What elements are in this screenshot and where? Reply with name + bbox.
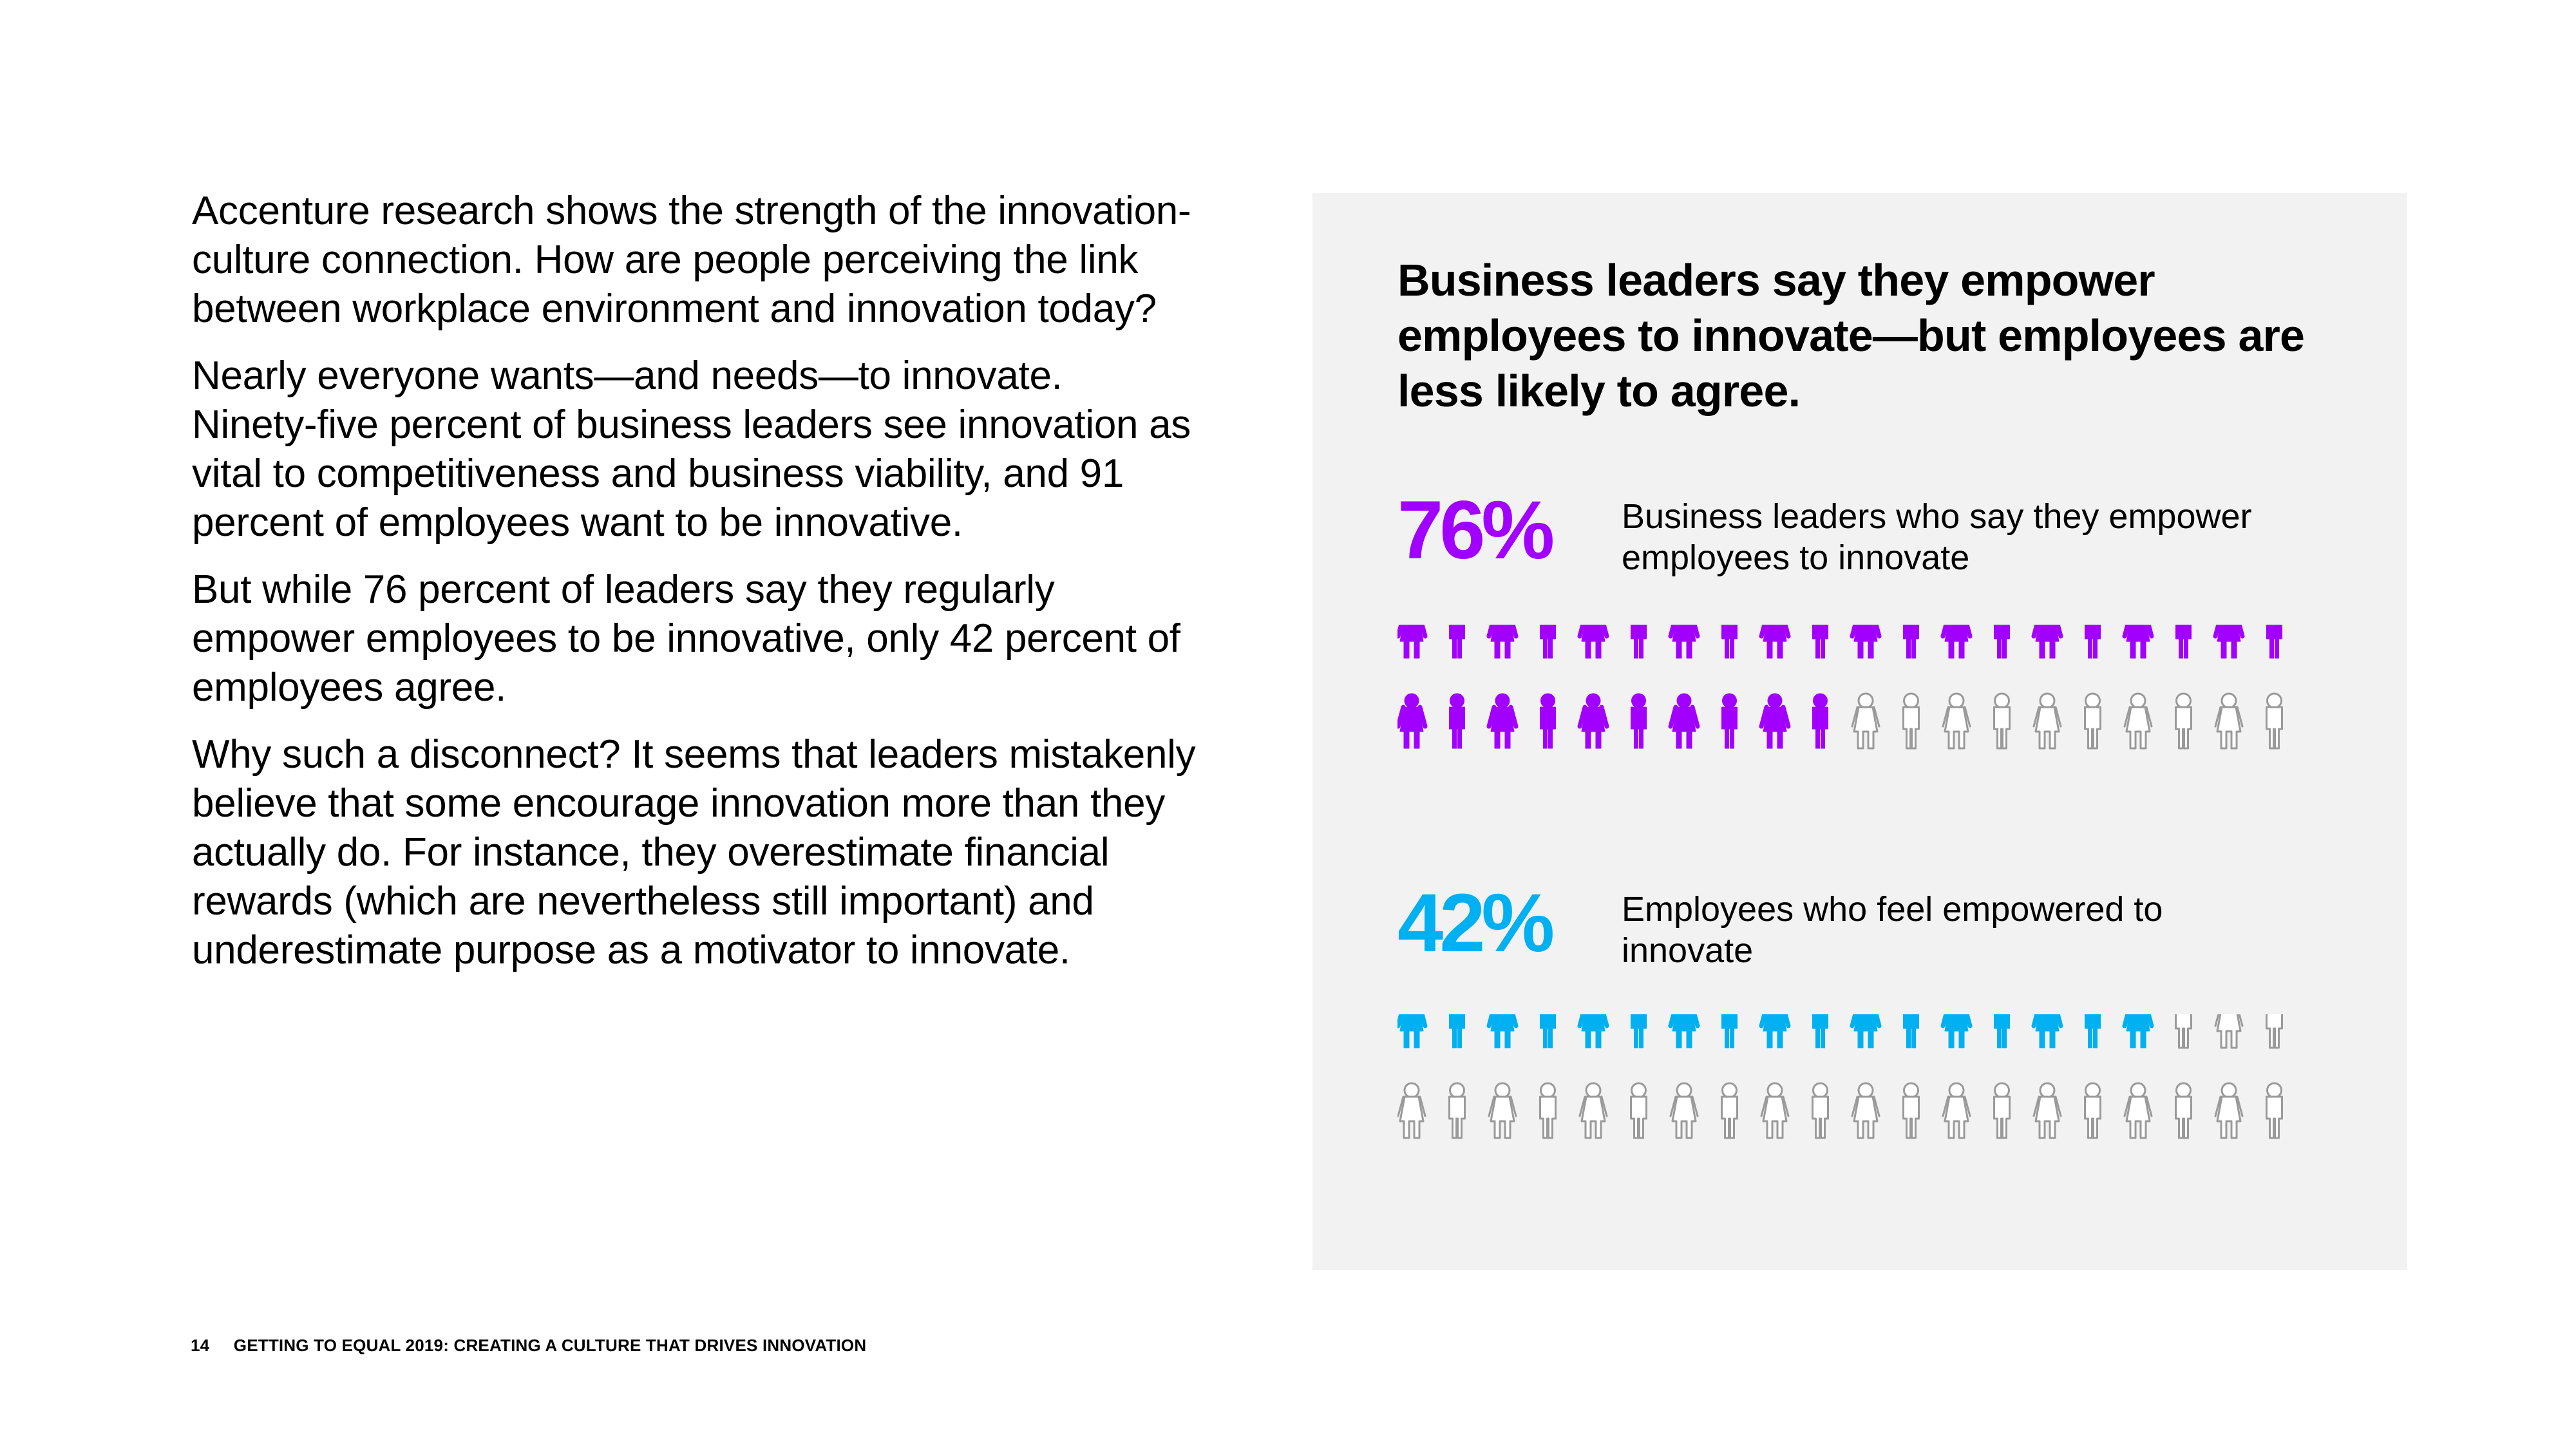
person-icon	[1631, 1014, 1647, 1048]
person-icon	[1851, 692, 1880, 750]
person-icon	[1449, 625, 1465, 659]
person-icon	[1902, 1082, 1920, 1139]
person-icon	[1940, 625, 1973, 659]
body-paragraph: Accenture research shows the strength of…	[192, 189, 1191, 331]
body-paragraph: But while 76 percent of leaders say they…	[192, 567, 1180, 710]
person-icon	[2214, 1014, 2244, 1049]
footer-title: GETTING TO EQUAL 2019: CREATING A CULTUR…	[233, 1336, 867, 1355]
stat-percent: 42%	[1397, 877, 1555, 969]
person-icon	[1940, 1014, 1973, 1048]
body-paragraph: Why such a disconnect? It seems that lea…	[192, 732, 1196, 972]
body-text: Accenture research shows the strength of…	[192, 187, 1197, 993]
person-icon	[1669, 1082, 1699, 1139]
person-icon	[1486, 1014, 1519, 1048]
person-icon	[1759, 693, 1791, 749]
person-icon	[1630, 1082, 1647, 1139]
person-icon	[2266, 625, 2282, 659]
person-icon	[1759, 1014, 1791, 1048]
person-icon	[1760, 1082, 1790, 1139]
person-icon	[2031, 1014, 2063, 1048]
person-icon	[1812, 625, 1828, 659]
icon-grid-leaders	[1397, 625, 2283, 750]
person-icon	[1578, 1082, 1608, 1139]
person-icon	[2214, 692, 2244, 750]
person-icon	[1850, 1014, 1882, 1048]
person-icon	[1631, 693, 1647, 749]
person-icon	[1721, 1014, 1738, 1048]
person-icon	[1903, 625, 1919, 659]
person-icon	[1993, 692, 2011, 750]
person-icon	[1577, 1014, 1609, 1048]
person-icon	[1577, 625, 1609, 659]
person-icon	[2084, 1082, 2101, 1139]
person-icon	[1721, 693, 1738, 749]
person-icon	[2084, 692, 2101, 750]
person-icon	[2122, 1014, 2154, 1048]
person-icon	[2175, 1082, 2192, 1139]
person-icon	[1850, 625, 1882, 659]
person-icon	[2032, 1082, 2062, 1139]
person-icon	[2123, 1082, 2153, 1139]
person-icon	[2122, 625, 2154, 659]
person-icon	[1721, 1082, 1738, 1139]
person-icon	[1902, 692, 1920, 750]
person-icon	[1903, 1014, 1919, 1048]
person-icon	[1488, 1082, 1517, 1139]
page-number: 14	[191, 1336, 210, 1355]
person-icon	[1668, 1014, 1700, 1048]
infographic-panel: Business leaders say they empower employ…	[1312, 193, 2407, 1270]
page-footer: 14 GETTING TO EQUAL 2019: CREATING A CUL…	[191, 1336, 866, 1356]
person-icon	[1721, 625, 1738, 659]
person-icon	[1759, 625, 1791, 659]
person-icon	[1812, 693, 1828, 749]
person-icon	[1397, 693, 1428, 749]
person-icon	[2175, 1014, 2192, 1049]
person-icon	[1448, 1082, 1466, 1139]
person-icon	[2085, 625, 2101, 659]
person-icon	[1994, 625, 2010, 659]
person-icon	[2085, 1014, 2101, 1048]
person-icon	[2266, 692, 2283, 750]
person-icon	[1812, 1014, 1828, 1048]
person-icon	[2175, 625, 2192, 659]
person-icon	[1993, 1082, 2011, 1139]
person-icon	[1449, 1014, 1465, 1048]
person-icon	[1397, 625, 1428, 659]
person-icon	[2032, 692, 2062, 750]
person-icon	[1540, 625, 1556, 659]
person-icon	[2175, 692, 2192, 750]
body-paragraph: Nearly everyone wants—and needs—to innov…	[192, 354, 1191, 545]
person-icon	[1942, 1082, 1971, 1139]
person-icon	[1668, 625, 1700, 659]
person-icon	[1540, 1014, 1556, 1048]
person-icon	[1994, 1014, 2010, 1048]
person-icon	[2214, 1082, 2244, 1139]
person-icon	[1631, 625, 1647, 659]
person-icon	[1851, 1082, 1880, 1139]
stat-label: Employees who feel empowered to innovate	[1622, 890, 2163, 970]
panel-title: Business leaders say they empower employ…	[1397, 255, 2305, 416]
person-icon	[1397, 1014, 1428, 1048]
person-icon	[1486, 625, 1519, 659]
person-icon	[1397, 1082, 1426, 1139]
person-icon	[1942, 692, 1971, 750]
person-icon	[2266, 1014, 2283, 1049]
person-icon	[1539, 1082, 1557, 1139]
icon-grid-employees	[1397, 1014, 2283, 1139]
person-icon	[1812, 1082, 1829, 1139]
person-icon	[2123, 692, 2153, 750]
person-icon	[1486, 693, 1519, 749]
person-icon	[2031, 625, 2063, 659]
stat-label: Business leaders who say they empower em…	[1622, 497, 2252, 577]
person-icon	[2213, 625, 2245, 659]
stat-percent: 76%	[1397, 484, 1555, 576]
person-icon	[2266, 1082, 2283, 1139]
person-icon	[1668, 693, 1700, 749]
person-icon	[1449, 693, 1465, 749]
person-icon	[1540, 693, 1556, 749]
person-icon	[1577, 693, 1609, 749]
